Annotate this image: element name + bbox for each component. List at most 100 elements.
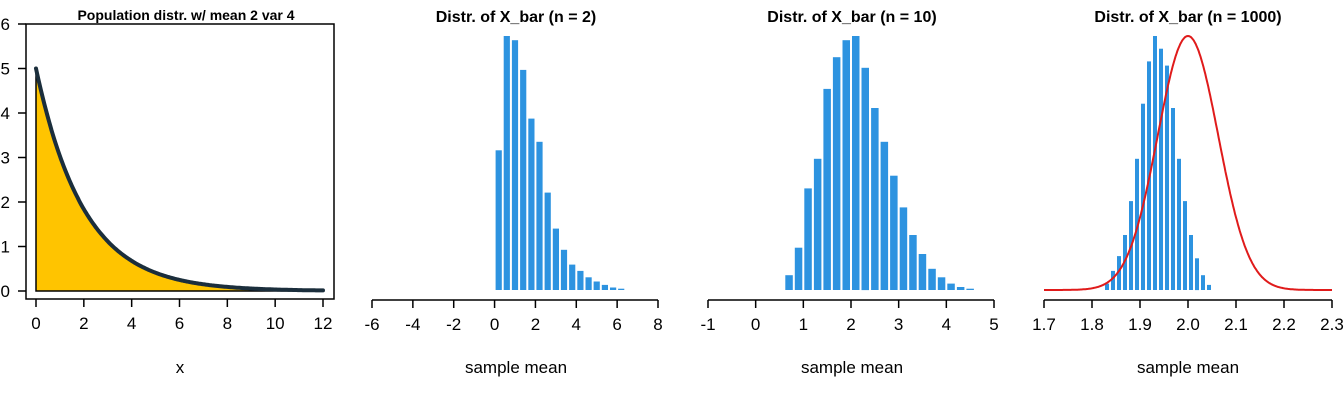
xbar-n10-histogram: Distr. of X_bar (n = 10) -1 0 1 2 3 4 5 sample… (700, 9, 998, 377)
histogram-bar (503, 36, 510, 290)
histogram-bar (1195, 258, 1199, 291)
x-axis-label: x (176, 358, 185, 377)
histogram-bar (536, 141, 543, 290)
x-tick-label: 1.9 (1128, 315, 1152, 334)
histogram-bar (544, 192, 551, 290)
x-tick-label: 2.2 (1272, 315, 1296, 334)
population-distribution-chart: Population distr. w/ mean 2 var 4 0 2 4 6 8 1… (1, 7, 335, 377)
x-tick-label: 0 (31, 314, 40, 333)
histogram-bar (1177, 158, 1181, 290)
histogram-bar (966, 288, 974, 290)
histogram-bar (823, 88, 831, 291)
histogram-bar (842, 40, 850, 291)
histogram-bar (1159, 48, 1163, 291)
y-tick-label: 5 (1, 60, 10, 79)
histogram-bar (1105, 283, 1109, 290)
histogram-bar (1165, 65, 1169, 290)
histogram-bar (852, 36, 860, 290)
x-tick-label: 12 (314, 314, 333, 333)
x-tick-label: 2 (531, 315, 540, 334)
x-tick-label: 1.8 (1080, 315, 1104, 334)
histogram-bar (1117, 256, 1121, 290)
histogram-bar (832, 57, 841, 291)
y-tick-label: 4 (1, 104, 10, 123)
x-tick-label: 3 (894, 315, 903, 334)
x-tick-label: -2 (446, 315, 461, 334)
histogram-bar (1153, 36, 1157, 290)
x-tick-label: 5 (989, 315, 998, 334)
histogram-bar (1141, 103, 1145, 290)
histogram-bar (899, 207, 908, 290)
xbar-n1000-histogram: Distr. of X_bar (n = 1000) 1.7 1.8 1.9 2.0 2… (1032, 9, 1344, 377)
x-tick-label: 4 (572, 315, 581, 334)
y-tick-label: 2 (1, 193, 10, 212)
histogram-bar (585, 277, 592, 290)
x-tick-label: 1.7 (1032, 315, 1056, 334)
x-tick-label: 6 (175, 314, 184, 333)
x-tick-label: 10 (266, 314, 285, 333)
histogram-bar (956, 287, 965, 290)
histogram-bar (1201, 275, 1205, 290)
x-tick-label: 8 (653, 315, 662, 334)
x-tick-label: 1 (799, 315, 808, 334)
histogram-bar (1171, 108, 1175, 290)
density-curve-line (34, 66, 325, 293)
histogram-bar (1189, 235, 1193, 290)
y-tick-label: 0 (1, 282, 10, 301)
x-tick-label: 2 (846, 315, 855, 334)
y-tick-label: 1 (1, 238, 10, 257)
histogram-bar (909, 235, 917, 290)
histogram-bar (928, 268, 936, 290)
chart-title: Distr. of X_bar (n = 10) (767, 9, 936, 26)
x-tick-label: 6 (612, 315, 621, 334)
x-tick-label: 0 (751, 315, 760, 334)
x-tick-label: 2.0 (1176, 315, 1200, 334)
histogram-bar (495, 150, 502, 290)
x-axis-label: sample mean (801, 358, 903, 377)
histogram-bar (880, 141, 889, 290)
histogram-bar (937, 277, 946, 290)
histogram-bar (871, 108, 879, 290)
histogram-bar (890, 175, 898, 290)
histogram-bar (1207, 284, 1211, 290)
x-tick-label: -4 (405, 315, 420, 334)
xbar-n2-panel: Distr. of X_bar (n = 2) -6 -4 -2 0 2 4 6 8 samp… (344, 0, 680, 403)
histogram-bar (511, 40, 519, 291)
density-fill-area (35, 68, 324, 292)
histogram-bar (601, 284, 608, 290)
histogram-bar (577, 270, 584, 290)
histogram-bar (947, 283, 955, 290)
histogram-bar (618, 288, 625, 290)
histogram-bar (610, 287, 617, 290)
histogram-bar (1111, 270, 1115, 290)
histogram-bar (918, 254, 927, 290)
histogram-bar (1135, 158, 1139, 290)
histogram-bar (593, 281, 600, 290)
x-tick-label: 2.3 (1320, 315, 1344, 334)
x-tick-label: 0 (490, 315, 499, 334)
histogram-bar (560, 249, 568, 290)
x-axis-label: sample mean (1137, 358, 1239, 377)
histogram-bar (794, 247, 803, 290)
histogram-bar (520, 69, 527, 291)
histogram-bar (569, 264, 576, 290)
y-tick-label: 6 (1, 15, 10, 34)
xbar-n1000-panel: Distr. of X_bar (n = 1000) 1.7 1.8 1.9 2.0 2… (1016, 0, 1344, 403)
histogram-bar (528, 118, 535, 290)
histogram-bar (804, 188, 812, 290)
normal-curve-line (1044, 34, 1332, 291)
chart-title: Distr. of X_bar (n = 1000) (1094, 9, 1281, 26)
x-tick-label: 8 (223, 314, 232, 333)
chart-title: Population distr. w/ mean 2 var 4 (77, 7, 294, 23)
x-tick-label: 4 (942, 315, 951, 334)
chart-title: Distr. of X_bar (n = 2) (436, 9, 596, 26)
x-tick-label: -6 (364, 315, 379, 334)
xbar-n10-panel: Distr. of X_bar (n = 10) -1 0 1 2 3 4 5 sample… (680, 0, 1016, 403)
histogram-bar (552, 228, 559, 290)
histogram-bar (1183, 201, 1187, 290)
x-tick-label: 2 (79, 314, 88, 333)
x-axis-label: sample mean (465, 358, 567, 377)
histogram-bar (785, 275, 793, 290)
x-tick-label: 4 (127, 314, 136, 333)
x-tick-label: -1 (700, 315, 715, 334)
